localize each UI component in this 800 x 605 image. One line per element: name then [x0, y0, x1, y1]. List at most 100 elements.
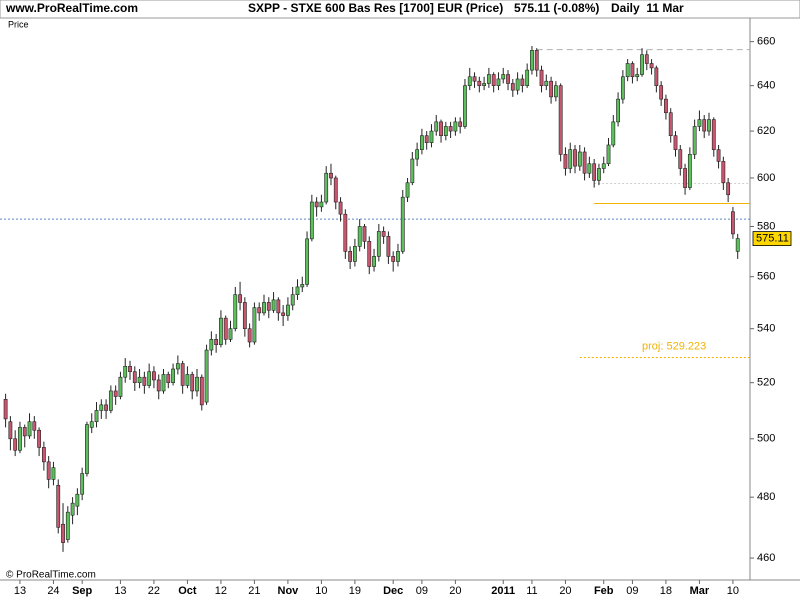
- candle-body: [491, 74, 496, 86]
- candle-body: [362, 226, 367, 242]
- candle-body: [458, 121, 463, 127]
- y-tick-label: 560: [757, 271, 775, 283]
- candle-body: [381, 231, 386, 237]
- candle-body: [118, 376, 123, 397]
- x-tick-label: 20: [449, 585, 461, 597]
- candle-body: [204, 349, 209, 403]
- candle-body: [324, 172, 329, 203]
- candle-body: [683, 168, 687, 188]
- last-price: 575.11 (-0.08%): [514, 1, 599, 15]
- candle-body: [654, 67, 659, 86]
- x-tick-label: Nov: [278, 585, 300, 597]
- x-tick-label: 21: [248, 585, 260, 597]
- y-tick-label: 660: [757, 36, 775, 48]
- candle-body: [223, 317, 228, 340]
- candle-body: [496, 78, 501, 86]
- period: Daily 11 Mar: [611, 1, 684, 15]
- candle-body: [290, 294, 295, 306]
- candle-body: [731, 211, 735, 235]
- projection-label: proj: 529.223: [642, 340, 706, 352]
- candle-body: [467, 76, 472, 86]
- x-tick-label: 12: [215, 585, 227, 597]
- candle-body: [266, 302, 271, 311]
- x-tick-label: 18: [660, 585, 672, 597]
- x-tick-label: Feb: [594, 585, 614, 597]
- candle-body: [238, 294, 242, 303]
- candle-body: [333, 177, 338, 203]
- candle-body: [448, 126, 453, 132]
- candle-body: [534, 50, 539, 71]
- candle-body: [209, 339, 214, 351]
- candle-body: [75, 493, 80, 507]
- x-tick-label: 20: [559, 585, 571, 597]
- candle-body: [300, 284, 305, 288]
- candle-body: [429, 130, 434, 143]
- candle-body: [343, 213, 348, 252]
- candle-body: [195, 376, 199, 392]
- candle-body: [276, 299, 281, 314]
- candle-body: [482, 83, 487, 86]
- y-tick-label: 640: [757, 80, 775, 92]
- candle-body: [563, 154, 568, 169]
- candle-body: [8, 421, 13, 440]
- candle-body: [501, 74, 506, 80]
- header-bar: [0, 0, 800, 19]
- y-tick-label: 500: [757, 433, 775, 445]
- candle-body: [582, 151, 587, 174]
- candle-body: [338, 201, 343, 215]
- candle-body: [573, 149, 577, 167]
- candle-body: [41, 447, 46, 463]
- candle-body: [242, 302, 247, 329]
- candle-body: [640, 54, 644, 75]
- candle-body: [18, 427, 22, 451]
- candle-body: [568, 149, 573, 169]
- candle-body: [233, 294, 238, 329]
- candle-body: [89, 421, 94, 428]
- candle-body: [477, 80, 482, 86]
- candle-body: [611, 121, 616, 146]
- candle-body: [601, 163, 606, 169]
- candle-body: [32, 421, 37, 431]
- x-tick-label: 19: [349, 585, 361, 597]
- candle-body: [247, 328, 252, 343]
- candle-body: [606, 144, 611, 165]
- candle-body: [415, 149, 420, 160]
- candle-body: [678, 149, 683, 169]
- y-tick-label: 600: [757, 172, 775, 184]
- x-tick-label: Sep: [72, 585, 92, 597]
- x-tick-label: Oct: [178, 585, 197, 597]
- candle-body: [3, 398, 8, 420]
- x-tick-label: 09: [626, 585, 638, 597]
- candle-body: [553, 85, 558, 98]
- candle-body: [664, 98, 668, 114]
- candle-body: [525, 69, 530, 86]
- candle-body: [673, 135, 678, 150]
- candle-body: [295, 286, 300, 295]
- candle-body: [329, 172, 333, 179]
- price-tag-box: [752, 231, 792, 246]
- candle-body: [592, 163, 597, 181]
- candle-body: [37, 429, 41, 448]
- x-tick-label: 2011: [491, 585, 515, 597]
- candle-body: [616, 98, 620, 123]
- candle-body: [367, 241, 372, 267]
- candle-body: [46, 461, 51, 480]
- x-tick-label: 09: [416, 585, 428, 597]
- candle-body: [94, 410, 99, 423]
- x-tick-label: 10: [315, 585, 327, 597]
- candle-body: [577, 151, 582, 167]
- candle-body: [630, 63, 635, 78]
- x-tick-label: 11: [526, 585, 537, 597]
- candle-body: [314, 201, 319, 208]
- y-tick-label: 620: [757, 125, 775, 137]
- panel-label: Price: [8, 19, 29, 29]
- candle-body: [668, 112, 673, 137]
- candle-body: [185, 374, 190, 386]
- candle-body: [319, 201, 324, 208]
- candle-body: [396, 251, 400, 262]
- price-tag: 575.11: [756, 232, 789, 244]
- candle-body: [309, 201, 314, 240]
- candle-body: [386, 236, 391, 257]
- candle-body: [161, 374, 166, 392]
- candle-body: [281, 312, 286, 316]
